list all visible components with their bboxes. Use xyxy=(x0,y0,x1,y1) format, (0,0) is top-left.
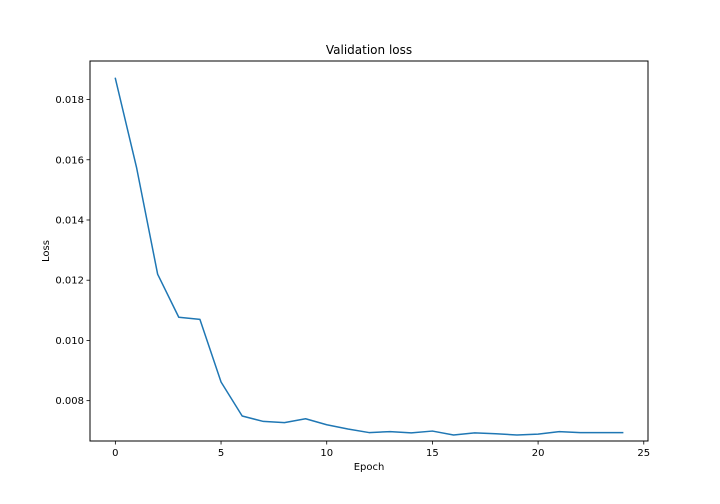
data-point xyxy=(473,431,476,434)
y-tick-label: 0.014 xyxy=(55,215,84,226)
axes-frame xyxy=(89,60,649,442)
data-point xyxy=(600,431,603,434)
x-axis-label: Epoch xyxy=(354,462,385,473)
x-tick-label: 10 xyxy=(320,448,333,459)
data-point xyxy=(304,417,307,420)
data-point xyxy=(325,423,328,426)
plot-area xyxy=(90,61,648,441)
data-point xyxy=(621,431,624,434)
data-point xyxy=(431,430,434,433)
data-point xyxy=(220,380,223,383)
y-tick-label: 0.008 xyxy=(55,396,84,407)
x-tick-label: 0 xyxy=(112,448,118,459)
plot-frame xyxy=(89,60,649,442)
plot-background xyxy=(90,61,648,441)
data-point xyxy=(410,431,413,434)
x-tick-label: 5 xyxy=(218,448,224,459)
y-tick-label: 0.016 xyxy=(55,155,84,166)
data-point xyxy=(198,318,201,321)
series-line xyxy=(114,77,624,436)
y-axis-label: Loss xyxy=(41,240,52,262)
data-point xyxy=(579,431,582,434)
x-tick-label: 15 xyxy=(426,448,439,459)
data-point xyxy=(114,77,117,80)
data-point xyxy=(241,415,244,418)
chart-title: Validation loss xyxy=(326,43,412,57)
data-point xyxy=(346,427,349,430)
data-point xyxy=(177,316,180,319)
axes-layer: 0 5 10 15 20 25 0.008 0.010 0.012 0.014 0.016 0.018 xyxy=(55,95,650,459)
data-point xyxy=(389,430,392,433)
data-point xyxy=(452,433,455,436)
x-tick-label: 20 xyxy=(532,448,545,459)
data-point xyxy=(283,421,286,424)
data-point xyxy=(156,273,159,276)
y-tick-label: 0.010 xyxy=(55,336,84,347)
data-point xyxy=(537,433,540,436)
y-tick-label: 0.012 xyxy=(55,276,84,287)
data-point xyxy=(135,166,138,169)
data-point xyxy=(262,420,265,423)
data-point xyxy=(558,430,561,433)
data-point xyxy=(368,431,371,434)
data-point xyxy=(515,433,518,436)
data-point xyxy=(494,432,497,435)
data-layer xyxy=(114,77,624,436)
x-tick-label: 25 xyxy=(637,448,650,459)
y-tick-label: 0.018 xyxy=(55,95,84,106)
